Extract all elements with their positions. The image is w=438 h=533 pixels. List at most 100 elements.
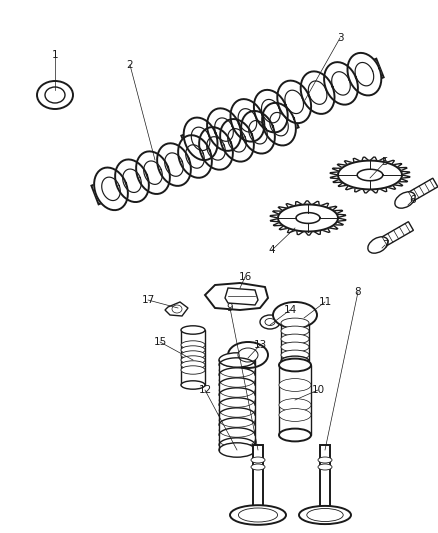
Ellipse shape bbox=[181, 346, 205, 354]
Polygon shape bbox=[401, 171, 410, 174]
Text: 12: 12 bbox=[198, 385, 212, 395]
Polygon shape bbox=[286, 204, 294, 208]
Polygon shape bbox=[320, 445, 330, 507]
Ellipse shape bbox=[279, 409, 311, 422]
Polygon shape bbox=[184, 118, 218, 160]
Text: 14: 14 bbox=[283, 305, 297, 315]
Ellipse shape bbox=[172, 305, 182, 313]
Ellipse shape bbox=[238, 348, 258, 362]
Ellipse shape bbox=[318, 457, 332, 463]
Ellipse shape bbox=[279, 399, 311, 411]
Ellipse shape bbox=[219, 353, 255, 367]
Ellipse shape bbox=[181, 341, 205, 349]
Text: 1: 1 bbox=[52, 50, 58, 60]
Polygon shape bbox=[304, 201, 311, 205]
Polygon shape bbox=[279, 365, 311, 435]
Polygon shape bbox=[115, 159, 149, 202]
Polygon shape bbox=[262, 103, 296, 146]
Polygon shape bbox=[230, 99, 264, 142]
Polygon shape bbox=[199, 127, 233, 169]
Polygon shape bbox=[178, 135, 212, 178]
Polygon shape bbox=[403, 178, 438, 204]
Polygon shape bbox=[205, 283, 268, 310]
Polygon shape bbox=[92, 109, 299, 204]
Polygon shape bbox=[281, 323, 309, 361]
Polygon shape bbox=[314, 230, 321, 235]
Text: 8: 8 bbox=[355, 287, 361, 297]
Polygon shape bbox=[328, 225, 338, 229]
Polygon shape bbox=[297, 230, 304, 235]
Ellipse shape bbox=[281, 342, 309, 352]
Polygon shape bbox=[270, 201, 346, 235]
Polygon shape bbox=[386, 160, 394, 164]
Polygon shape bbox=[357, 169, 383, 181]
Polygon shape bbox=[296, 213, 320, 223]
Polygon shape bbox=[337, 218, 346, 221]
Text: 4: 4 bbox=[268, 245, 276, 255]
Polygon shape bbox=[363, 189, 370, 193]
Ellipse shape bbox=[181, 361, 205, 369]
Ellipse shape bbox=[181, 326, 205, 334]
Polygon shape bbox=[330, 172, 339, 175]
Polygon shape bbox=[287, 229, 296, 233]
Polygon shape bbox=[355, 188, 362, 192]
Polygon shape bbox=[273, 222, 283, 226]
Polygon shape bbox=[337, 164, 346, 168]
Text: 16: 16 bbox=[238, 272, 251, 282]
Ellipse shape bbox=[181, 381, 205, 389]
Text: 9: 9 bbox=[227, 303, 233, 313]
Polygon shape bbox=[321, 228, 330, 232]
Polygon shape bbox=[279, 226, 288, 230]
Polygon shape bbox=[253, 445, 263, 506]
Polygon shape bbox=[337, 214, 346, 217]
Polygon shape bbox=[241, 111, 275, 154]
Polygon shape bbox=[393, 182, 403, 186]
Ellipse shape bbox=[251, 457, 265, 463]
Ellipse shape bbox=[37, 81, 73, 109]
Polygon shape bbox=[305, 231, 312, 235]
Ellipse shape bbox=[45, 87, 65, 103]
Text: 10: 10 bbox=[311, 385, 325, 395]
Polygon shape bbox=[157, 143, 191, 186]
Text: 11: 11 bbox=[318, 297, 332, 307]
Ellipse shape bbox=[307, 508, 343, 521]
Ellipse shape bbox=[395, 192, 415, 208]
Polygon shape bbox=[328, 206, 337, 210]
Polygon shape bbox=[387, 185, 396, 189]
Polygon shape bbox=[344, 161, 353, 165]
Polygon shape bbox=[324, 62, 358, 104]
Polygon shape bbox=[136, 151, 170, 194]
Polygon shape bbox=[181, 59, 384, 154]
Polygon shape bbox=[370, 157, 377, 161]
Text: 15: 15 bbox=[153, 337, 166, 347]
Polygon shape bbox=[181, 330, 205, 385]
Polygon shape bbox=[346, 185, 354, 190]
Text: 3: 3 bbox=[337, 33, 343, 43]
Ellipse shape bbox=[299, 506, 351, 524]
Ellipse shape bbox=[228, 342, 268, 368]
Polygon shape bbox=[353, 158, 360, 163]
Polygon shape bbox=[332, 168, 342, 171]
Ellipse shape bbox=[273, 302, 317, 328]
Polygon shape bbox=[338, 183, 347, 187]
Ellipse shape bbox=[181, 351, 205, 359]
Polygon shape bbox=[330, 175, 339, 179]
Ellipse shape bbox=[279, 429, 311, 441]
Polygon shape bbox=[220, 119, 254, 161]
Ellipse shape bbox=[181, 366, 205, 374]
Ellipse shape bbox=[368, 237, 388, 253]
Polygon shape bbox=[312, 201, 319, 206]
Polygon shape bbox=[270, 219, 279, 222]
Ellipse shape bbox=[281, 350, 309, 360]
Polygon shape bbox=[392, 164, 402, 167]
Polygon shape bbox=[333, 210, 343, 214]
Ellipse shape bbox=[219, 443, 255, 457]
Ellipse shape bbox=[230, 505, 286, 525]
Polygon shape bbox=[375, 222, 413, 249]
Ellipse shape bbox=[279, 359, 311, 372]
Ellipse shape bbox=[279, 378, 311, 391]
Ellipse shape bbox=[265, 319, 275, 326]
Polygon shape bbox=[401, 175, 410, 178]
Polygon shape bbox=[371, 189, 378, 193]
Text: 7: 7 bbox=[381, 240, 389, 250]
